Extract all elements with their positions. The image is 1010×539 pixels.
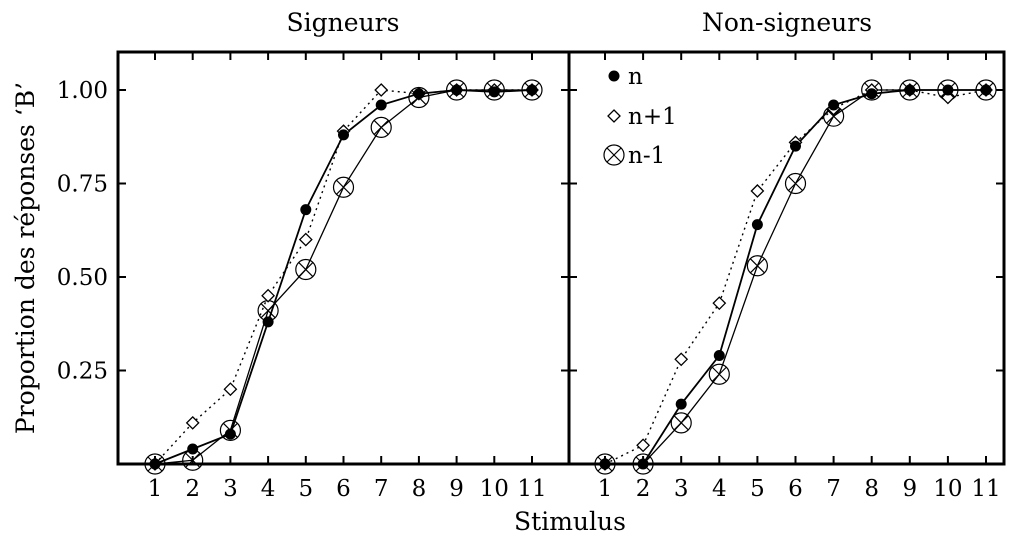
- point-right-nplus1-3: [674, 352, 689, 367]
- x-tick-label-left-0: 1: [148, 476, 163, 502]
- point-left-n-1: [149, 458, 161, 470]
- point-right-nplus1-5: [750, 184, 765, 198]
- point-right-nminus1-4: [708, 363, 730, 385]
- point-left-n-3: [224, 428, 236, 440]
- y-axis-label: Proportion des réponses ‘B’: [11, 82, 40, 434]
- point-right-nminus1-5: [746, 255, 769, 277]
- right-panel-frame: [567, 50, 1006, 466]
- x-tick-label-right-4: 5: [750, 476, 765, 502]
- point-left-n-9: [451, 84, 463, 96]
- legend-entry-n: n: [608, 64, 643, 90]
- y-tick-label-1: 0.50: [57, 265, 108, 291]
- left-panel-title: Signeurs: [287, 8, 400, 37]
- right-panel-series: [594, 79, 997, 475]
- point-right-n-11: [980, 84, 992, 96]
- x-axis-label: Stimulus: [514, 507, 626, 536]
- right-panel-title: Non-signeurs: [702, 8, 872, 37]
- legend-entry-n-plus-1: n+1: [607, 104, 677, 130]
- legend-label-n: n: [628, 64, 643, 90]
- point-right-n-8: [866, 88, 878, 100]
- x-tick-label-right-10: 11: [971, 476, 1000, 502]
- point-left-nplus1-5: [298, 232, 313, 247]
- point-left-n-10: [488, 86, 500, 98]
- series-line-left-nminus1: [154, 89, 532, 465]
- point-left-n-2: [187, 443, 199, 455]
- point-right-n-7: [828, 99, 840, 111]
- x-tick-label-left-7: 8: [412, 476, 427, 502]
- point-right-n-3: [675, 398, 687, 410]
- x-tick-label-right-5: 6: [788, 476, 803, 502]
- x-tick-label-right-9: 10: [933, 476, 962, 502]
- x-tick-label-left-8: 9: [449, 476, 464, 502]
- series-line-left-n: [154, 89, 533, 465]
- axis-ticks: [118, 52, 1004, 464]
- y-tick-label-0: 0.25: [57, 359, 108, 385]
- point-left-nminus1-7: [370, 116, 392, 139]
- point-right-n-2: [637, 458, 649, 470]
- left-panel-frame: [116, 50, 571, 466]
- x-tick-label-left-5: 6: [336, 476, 351, 502]
- point-left-nminus1-5: [295, 258, 317, 281]
- y-tick-labels: 0.25 0.50 0.75 1.00: [57, 78, 108, 385]
- point-right-n-9: [904, 84, 916, 96]
- y-tick-label-2: 0.75: [57, 172, 108, 198]
- x-tick-label-left-4: 5: [298, 476, 313, 502]
- point-left-n-7: [375, 99, 387, 111]
- point-left-nplus1-7: [374, 83, 389, 97]
- x-tick-label-right-0: 1: [598, 476, 613, 502]
- x-tick-label-left-2: 3: [223, 476, 238, 502]
- legend: n n+1 n-1: [603, 64, 677, 169]
- x-tick-label-left-6: 7: [374, 476, 389, 502]
- x-tick-label-right-1: 2: [636, 476, 651, 502]
- legend-entry-n-minus-1: n-1: [603, 143, 665, 169]
- x-tick-label-left-10: 11: [517, 476, 546, 502]
- x-tick-label-left-3: 4: [261, 476, 276, 502]
- x-tick-label-left-1: 2: [185, 476, 200, 502]
- point-right-nminus1-6: [784, 172, 807, 195]
- point-right-n-6: [790, 140, 801, 152]
- y-tick-label-3: 1.00: [57, 78, 108, 104]
- x-tick-label-left-9: 10: [480, 476, 509, 502]
- point-left-n-4: [262, 316, 274, 328]
- point-right-nminus1-3: [670, 412, 692, 434]
- point-right-n-1: [599, 458, 611, 470]
- legend-label-n-minus-1: n-1: [628, 143, 665, 169]
- x-tick-labels: 1 2 3 4 5 6 7 8 9 10 11 1 2 3 4 5 6 7 8 9 10 11: [148, 476, 1001, 502]
- point-left-nplus1-3: [223, 382, 238, 397]
- x-tick-label-right-7: 8: [864, 476, 879, 502]
- left-panel-series: [144, 79, 543, 475]
- x-tick-label-right-3: 4: [712, 476, 727, 502]
- legend-marker-n-plus-1: [607, 109, 621, 123]
- point-left-nplus1-4: [261, 288, 276, 303]
- legend-marker-n: [608, 70, 620, 82]
- point-right-n-10: [942, 84, 954, 96]
- point-right-n-4: [713, 350, 725, 362]
- x-tick-label-right-8: 9: [902, 476, 917, 502]
- x-tick-label-right-6: 7: [826, 476, 841, 502]
- x-tick-label-right-2: 3: [674, 476, 689, 502]
- legend-label-n-plus-1: n+1: [628, 104, 677, 130]
- point-left-n-6: [338, 129, 349, 141]
- point-left-n-8: [413, 88, 425, 100]
- point-right-nplus1-4: [712, 296, 727, 311]
- point-right-nplus1-2: [636, 438, 651, 453]
- point-left-n-5: [300, 204, 312, 216]
- point-left-n-11: [526, 84, 538, 96]
- point-left-nminus1-6: [332, 176, 355, 198]
- point-right-n-5: [751, 219, 763, 231]
- series-line-left-nplus1: [154, 89, 532, 465]
- point-left-nplus1-2: [185, 415, 200, 430]
